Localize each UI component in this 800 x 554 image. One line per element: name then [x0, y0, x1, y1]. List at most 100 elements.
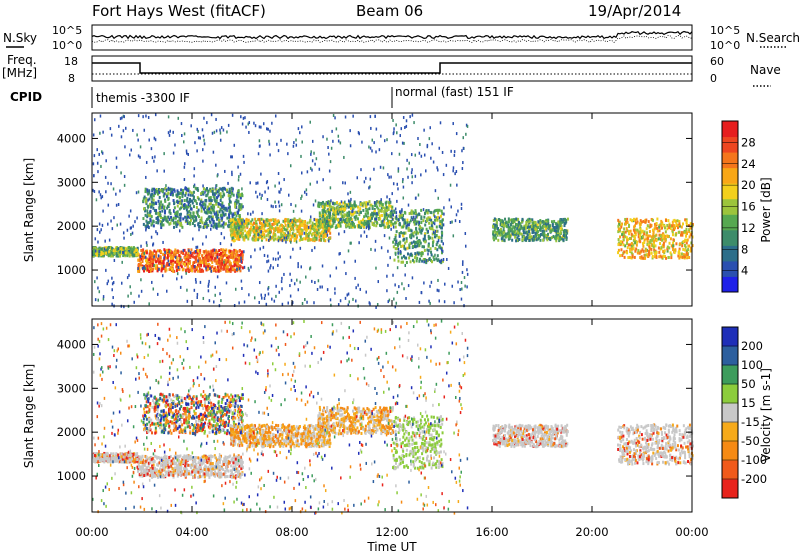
scatter-cell — [171, 193, 174, 197]
scatter-cell — [555, 239, 558, 243]
scatter-cell — [317, 224, 320, 228]
scatter-cell — [658, 224, 661, 228]
scatter-cell — [358, 241, 360, 245]
scatter-cell — [197, 129, 199, 133]
scatter-cell — [397, 251, 400, 255]
scatter-cell — [166, 254, 169, 258]
scatter-cell — [173, 260, 176, 264]
scatter-cell — [187, 215, 190, 219]
scatter-cell — [272, 235, 275, 239]
scatter-cell — [165, 219, 168, 223]
scatter-cell — [196, 149, 198, 153]
scatter-cell — [228, 187, 231, 191]
freq-tick-low: 8 — [68, 72, 75, 85]
scatter-cell — [562, 238, 565, 242]
scatter-cell — [243, 250, 245, 254]
scatter-cell — [248, 233, 251, 237]
scatter-cell — [305, 192, 308, 196]
scatter-cell — [559, 223, 562, 227]
scatter-cell — [96, 148, 98, 152]
scatter-cell — [403, 221, 406, 225]
scatter-cell — [256, 195, 259, 199]
scatter-cell — [239, 265, 242, 269]
scatter-cell — [457, 280, 459, 284]
scatter-cell — [337, 139, 340, 143]
scatter-cell — [375, 127, 378, 131]
scatter-cell — [222, 265, 225, 269]
scatter-cell — [169, 256, 172, 260]
scatter-cell — [281, 234, 284, 238]
scatter-cell — [497, 238, 500, 242]
scatter-cell — [265, 218, 268, 222]
scatter-cell — [310, 233, 313, 237]
scatter-cell — [393, 209, 396, 213]
scatter-cell — [385, 221, 388, 225]
scatter-cell — [382, 166, 385, 170]
scatter-cell — [96, 249, 99, 253]
scatter-cell — [464, 244, 467, 248]
scatter-cell — [220, 195, 223, 199]
scatter-cell — [262, 218, 265, 222]
scatter-cell — [524, 224, 527, 228]
scatter-cell — [500, 230, 503, 234]
scatter-cell — [658, 250, 661, 254]
scatter-cell — [145, 255, 147, 259]
scatter-cell — [432, 229, 435, 233]
scatter-cell — [686, 253, 689, 257]
scatter-cell — [427, 234, 430, 238]
scatter-cell — [264, 229, 267, 233]
scatter-cell — [233, 255, 236, 259]
scatter-cell — [221, 213, 224, 217]
scatter-cell — [170, 262, 173, 266]
scatter-cell — [385, 208, 388, 212]
scatter-cell — [350, 204, 353, 208]
scatter-cell — [408, 256, 411, 260]
scatter-cell — [258, 217, 261, 221]
scatter-cell — [130, 233, 132, 237]
scatter-cell — [180, 206, 183, 210]
scatter-cell — [347, 192, 349, 196]
scatter-cell — [177, 116, 180, 120]
scatter-cell — [305, 225, 308, 229]
scatter-cell — [186, 262, 189, 266]
scatter-cell — [403, 237, 406, 241]
scatter-cell — [400, 231, 403, 235]
scatter-cell — [466, 124, 469, 128]
scatter-cell — [661, 238, 664, 242]
scatter-cell — [401, 217, 404, 221]
scatter-cell — [207, 267, 210, 271]
scatter-cell — [630, 241, 633, 245]
scatter-cell — [267, 228, 270, 232]
scatter-cell — [430, 223, 433, 227]
scatter-cell — [106, 282, 109, 286]
scatter-cell — [172, 216, 175, 220]
scatter-cell — [332, 221, 335, 225]
scatter-cell — [330, 205, 333, 209]
scatter-cell — [362, 208, 365, 212]
scatter-cell — [393, 258, 396, 262]
scatter-cell — [494, 223, 497, 227]
scatter-cell — [560, 224, 563, 228]
scatter-cell — [361, 218, 364, 222]
scatter-cell — [240, 205, 243, 209]
scatter-cell — [438, 244, 441, 248]
scatter-cell — [202, 190, 205, 194]
scatter-cell — [403, 256, 406, 260]
scatter-cell — [194, 199, 197, 203]
scatter-cell — [684, 230, 687, 234]
scatter-cell — [232, 260, 235, 264]
scatter-cell — [635, 217, 638, 221]
scatter-cell — [629, 237, 632, 241]
scatter-cell — [227, 206, 230, 210]
scatter-cell — [263, 220, 265, 224]
scatter-cell — [277, 239, 280, 243]
scatter-cell — [268, 218, 271, 222]
scatter-cell — [370, 216, 373, 220]
scatter-cell — [404, 211, 407, 215]
scatter-cell — [313, 222, 316, 226]
scatter-cell — [205, 211, 208, 215]
scatter-cell — [278, 224, 281, 228]
scatter-cell — [378, 208, 381, 212]
scatter-cell — [183, 206, 186, 210]
cpid-row: CPID themis -3300 IF normal (fast) 151 I… — [10, 85, 514, 108]
